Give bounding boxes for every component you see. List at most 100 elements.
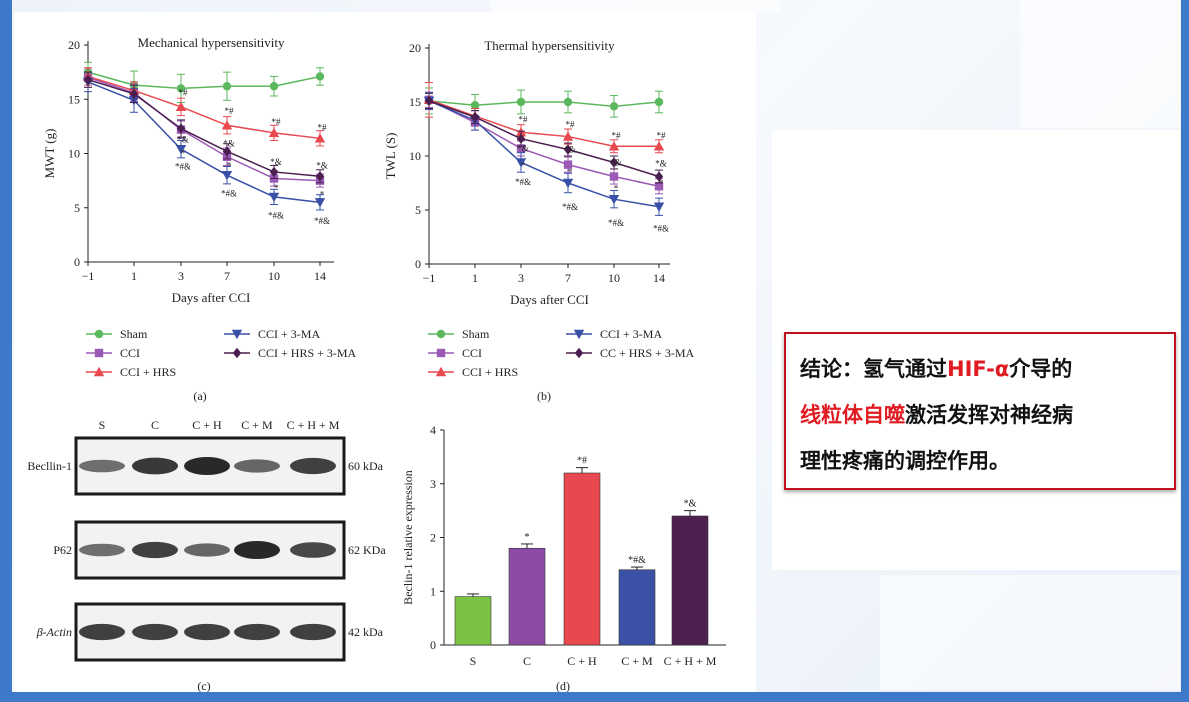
blot-lane-labels: S C C + H C + M C + H + M [99, 418, 340, 432]
series-line [428, 99, 660, 187]
y-tick-label: 10 [68, 147, 80, 161]
conclusion-text: 理性疼痛的调控作用。 [800, 449, 1010, 473]
legend-marker [436, 348, 446, 358]
legend-item: CCI + HRS [86, 365, 176, 379]
blot-band [184, 457, 230, 475]
figure-area: Mechanical hypersensitivity 0 5 10 15 20 −1 1… [14, 12, 756, 693]
series-cc-hrs-3-ma [424, 92, 664, 184]
y-tick-label: 1 [430, 584, 436, 598]
legend-marker [94, 348, 104, 358]
panel-a-y-ticks: 0 5 10 15 20 [68, 38, 88, 269]
series-line [428, 99, 659, 148]
series-cci [424, 91, 664, 195]
significance-mark: *#& [608, 218, 624, 228]
series-line [428, 100, 660, 108]
blot-band [234, 623, 280, 641]
series-line [428, 100, 660, 208]
panel-b-series [423, 82, 665, 216]
x-tick-label: 10 [608, 271, 620, 285]
significance-mark: *& [517, 143, 529, 153]
panel-d-bars: * *# *#& *& [454, 456, 709, 646]
blot-row: Becllin-1 60 kDa [27, 436, 384, 496]
panel-a-legend: Sham CCI CCI + HRS CCI + 3-MA CCI + HRS + 3-… [86, 327, 357, 379]
bar [671, 515, 709, 646]
significance-mark: * [274, 183, 279, 193]
x-tick-label: C + H + M [664, 654, 717, 668]
data-point [315, 171, 325, 182]
x-tick-label: S [470, 654, 477, 668]
legend-marker [93, 366, 105, 377]
conclusion-box: 结论：氢气通过HIF-α介导的 线粒体自噬激活发挥对神经病 理性疼痛的调控作用。 [784, 332, 1176, 490]
panel-d-y-ticks: 0 1 2 3 4 [430, 423, 444, 652]
blot-lane-label: S [99, 418, 106, 432]
legend-marker [232, 347, 242, 359]
significance-mark: *#& [268, 210, 284, 220]
conclusion-line-1: 结论：氢气通过HIF-α介导的 [800, 346, 1164, 392]
blot-protein-label: Becllin-1 [27, 459, 72, 473]
data-point [516, 133, 526, 144]
blot-kda-label: 42 kDa [348, 625, 384, 639]
legend-item: CCI + HRS [428, 365, 518, 379]
bar-significance-label: *#& [628, 555, 646, 566]
significance-mark: *# [566, 120, 576, 130]
y-tick-label: 10 [409, 149, 421, 163]
blot-lane-label: C [151, 418, 159, 432]
significance-mark: * [320, 190, 325, 200]
data-point [268, 127, 280, 138]
x-tick-label: −1 [423, 271, 436, 285]
data-point [563, 97, 573, 107]
bar [563, 472, 601, 646]
data-point [221, 171, 233, 181]
legend-label: Sham [120, 327, 148, 341]
panel-c-western-blot: S C C + H C + M C + H + M Becllin-1 60 kDa P62… [27, 418, 386, 693]
legend-label: CCI [120, 346, 140, 360]
series-line [87, 71, 321, 90]
y-tick-label: 3 [430, 477, 436, 491]
data-point [83, 74, 93, 85]
legend-marker [574, 347, 584, 359]
legend-marker [231, 329, 243, 340]
blot-band [290, 542, 336, 558]
conclusion-line-3: 理性疼痛的调控作用。 [800, 438, 1164, 484]
data-point [654, 97, 664, 107]
data-point [222, 82, 232, 91]
data-point [562, 178, 574, 189]
y-tick-label: 20 [409, 41, 421, 55]
x-tick-label: C + H [567, 654, 597, 668]
data-point [176, 123, 186, 134]
blot-lane-label: C + M [241, 418, 273, 432]
data-point [654, 182, 664, 191]
series-cci-3-ma [82, 71, 326, 211]
bar [508, 547, 546, 646]
significance-mark: * [568, 167, 573, 177]
significance-mark: *# [612, 130, 622, 140]
panel-d-x-ticks: S C C + H C + M C + H + M [470, 654, 717, 668]
panel-b-y-label: TWL (S) [383, 133, 398, 180]
conclusion-highlight: 线粒体自噬 [800, 403, 905, 427]
series-cci-hrs [423, 82, 665, 154]
blot-protein-label: β-Actin [36, 625, 72, 639]
significance-mark: * [614, 183, 619, 193]
x-tick-label: 3 [518, 271, 524, 285]
x-tick-label: 3 [178, 269, 184, 283]
legend-item: CCI + 3-MA [566, 327, 662, 341]
legend-label: CCI + 3-MA [600, 327, 662, 341]
y-tick-label: 0 [74, 255, 80, 269]
blot-band [234, 541, 280, 559]
panel-a-label: (a) [193, 389, 206, 403]
legend-marker [573, 329, 585, 340]
bar-significance-label: *# [577, 456, 587, 467]
x-tick-label: 7 [224, 269, 230, 283]
slide-frame-right [1181, 0, 1189, 702]
legend-marker [435, 366, 447, 377]
blot-row: P62 62 KDa [53, 520, 386, 580]
legend-label: CCI + HRS [462, 365, 518, 379]
panel-b-x-ticks: −1 1 3 7 10 14 [423, 264, 665, 285]
significance-mark: * [659, 178, 664, 188]
blot-kda-label: 60 kDa [348, 459, 384, 473]
blot-band [79, 623, 125, 641]
significance-mark: *& [223, 139, 235, 149]
blot-band [132, 457, 178, 475]
bar-c-h: *# [563, 456, 601, 646]
